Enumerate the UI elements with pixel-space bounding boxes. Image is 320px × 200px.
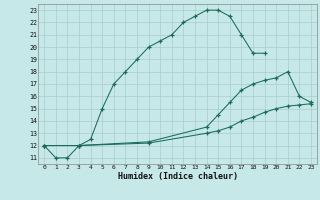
- X-axis label: Humidex (Indice chaleur): Humidex (Indice chaleur): [118, 172, 238, 181]
